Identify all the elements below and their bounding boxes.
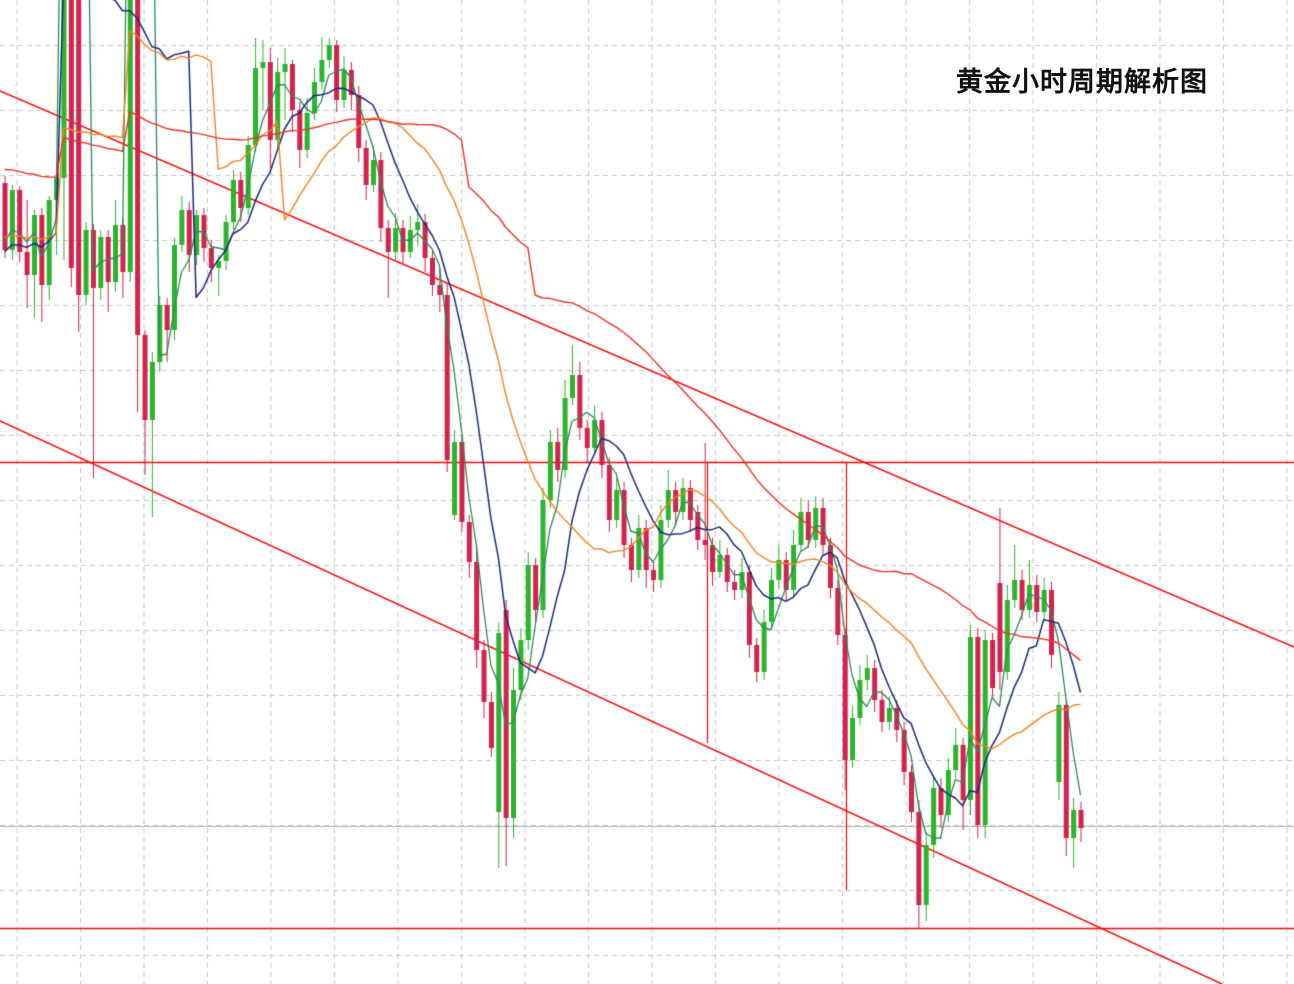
chart-title: 黄金小时周期解析图 (956, 67, 1208, 97)
